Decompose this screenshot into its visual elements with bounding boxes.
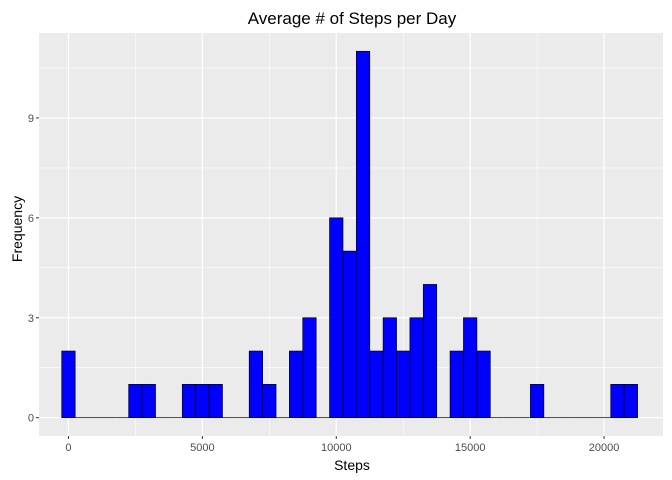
histogram-bar — [530, 384, 545, 419]
histogram-bar — [623, 384, 638, 419]
histogram-bar — [128, 384, 143, 419]
histogram-bar — [463, 317, 478, 419]
y-tick-label: 9 — [28, 113, 34, 125]
histogram-bar — [476, 350, 491, 419]
histogram-bar — [422, 284, 438, 419]
histogram-bar — [248, 350, 263, 419]
chart-title: Average # of Steps per Day — [248, 9, 457, 28]
histogram-bars — [61, 50, 638, 419]
histogram-bar — [382, 317, 397, 419]
x-tick-label: 5000 — [190, 442, 214, 454]
histogram-bar — [356, 50, 371, 419]
y-axis-title: Frequency — [9, 196, 25, 262]
histogram-bar — [369, 350, 384, 419]
histogram-bar — [262, 384, 277, 419]
histogram-bar — [141, 384, 156, 419]
histogram-bar — [329, 217, 344, 419]
histogram-bar — [289, 350, 304, 419]
x-axis-title: Steps — [334, 457, 370, 473]
x-tick-label: 0 — [65, 442, 71, 454]
histogram-bar — [181, 384, 197, 419]
x-axis: 0 5000 10000 15000 20000 — [65, 436, 619, 454]
histogram-bar — [302, 317, 317, 419]
y-tick-label: 3 — [28, 313, 34, 325]
x-tick-label: 15000 — [455, 442, 486, 454]
histogram-bar — [610, 384, 625, 419]
x-tick-label: 10000 — [321, 442, 352, 454]
histogram-bar — [342, 250, 357, 419]
histogram-bar — [61, 350, 76, 419]
y-tick-label: 6 — [28, 213, 34, 225]
histogram-bar — [409, 317, 424, 419]
histogram-bar — [449, 350, 464, 419]
y-tick-label: 0 — [28, 413, 34, 425]
x-tick-label: 20000 — [589, 442, 620, 454]
y-axis: 0 3 6 9 — [28, 113, 39, 425]
histogram-bar — [396, 350, 411, 419]
histogram-bar — [208, 384, 223, 419]
histogram-bar — [195, 384, 210, 419]
